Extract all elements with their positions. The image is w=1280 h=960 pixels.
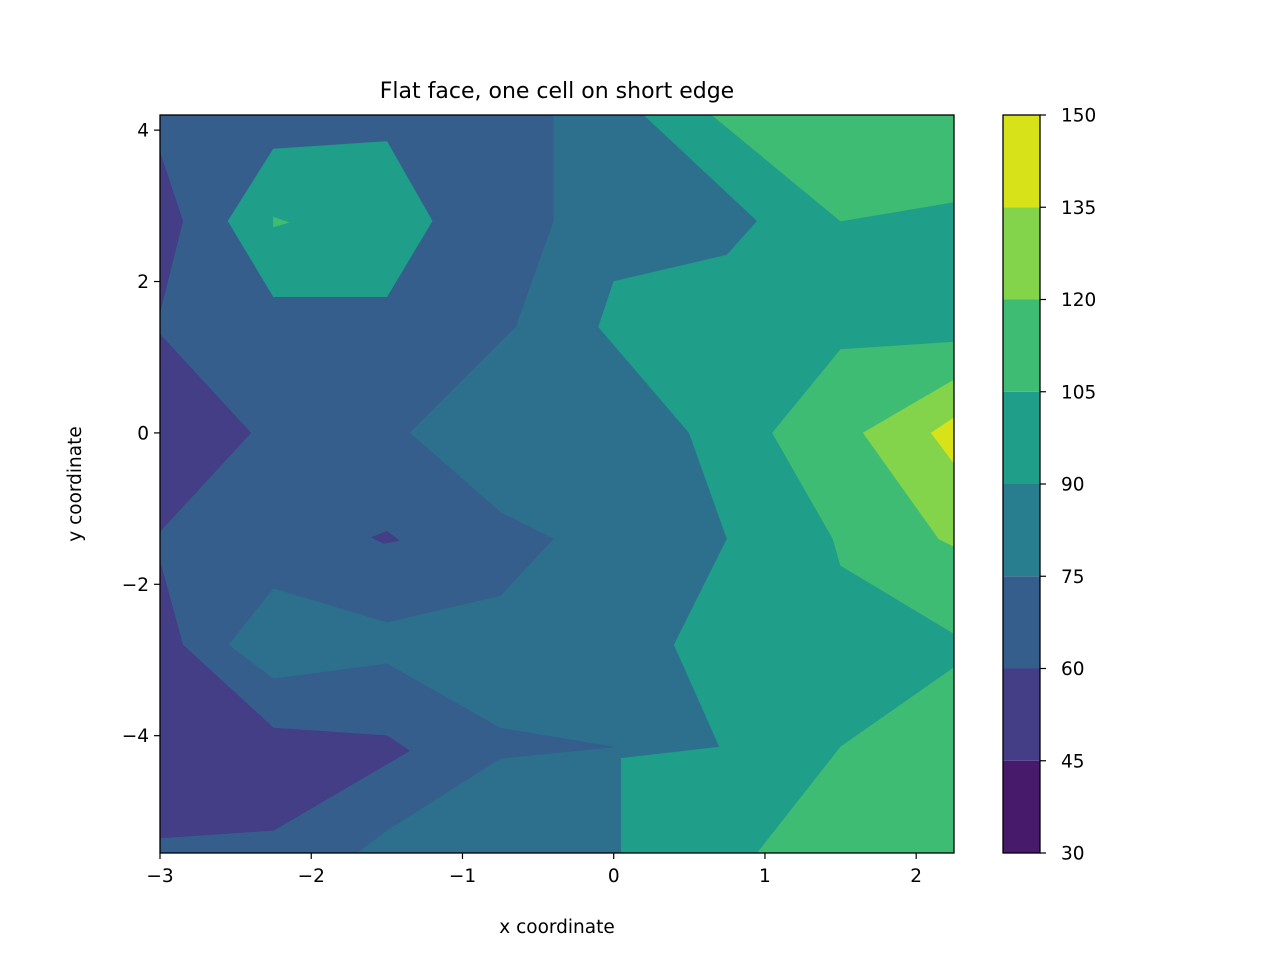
x-tick-label: −1 — [449, 866, 476, 887]
x-axis-ticks: −3 −2 −1 0 1 2 — [146, 853, 922, 887]
colorbar-band — [1003, 576, 1040, 669]
colorbar-band — [1003, 760, 1040, 853]
contour-region-8 — [273, 216, 290, 228]
colorbar-tick-label: 105 — [1061, 382, 1096, 403]
contour-region-12 — [160, 561, 411, 839]
colorbar-tick-label: 60 — [1061, 659, 1085, 680]
contour-region-9 — [160, 152, 184, 312]
colorbar-tick-label: 150 — [1061, 106, 1096, 127]
plot-area — [159, 114, 955, 854]
plot-frame — [159, 114, 955, 854]
x-axis-label: x coordinate — [499, 917, 615, 938]
chart-title: Flat face, one cell on short edge — [380, 79, 734, 104]
colorbar-band — [1003, 115, 1040, 208]
colorbar-band — [1003, 484, 1040, 577]
contour-region-0 — [160, 115, 614, 853]
y-axis-label: y coordinate — [65, 426, 86, 542]
colorbar-tick-label: 75 — [1061, 567, 1085, 588]
y-tick-label: −2 — [122, 575, 149, 596]
colorbar-band — [1003, 391, 1040, 484]
colorbar-band — [1003, 668, 1040, 761]
contour-region-5 — [757, 667, 954, 853]
colorbar-bands — [1003, 115, 1040, 853]
x-tick-label: −2 — [298, 866, 325, 887]
colorbar-tick-label: 90 — [1061, 475, 1085, 496]
colorbar-band — [1003, 299, 1040, 392]
contour-region-1 — [598, 115, 954, 853]
y-tick-label: 0 — [137, 423, 149, 444]
colorbar-tick-label: 45 — [1061, 751, 1085, 772]
x-tick-label: −3 — [146, 866, 173, 887]
contour-region-7 — [930, 417, 954, 464]
colorbar: 30 45 60 75 90 105 120 135 150 — [1002, 106, 1096, 865]
colorbar-tick-label: 135 — [1061, 198, 1096, 219]
contour-region-2 — [227, 141, 433, 298]
contour-region-10 — [160, 334, 252, 532]
y-tick-label: 4 — [137, 121, 149, 142]
colorbar-tick-label: 120 — [1061, 290, 1096, 311]
contour-region-3 — [711, 115, 954, 222]
contour-region-11 — [370, 530, 400, 544]
x-tick-label: 2 — [910, 866, 922, 887]
x-tick-label: 1 — [759, 866, 771, 887]
contour-regions — [160, 115, 954, 853]
colorbar-ticks: 30 45 60 75 90 105 120 135 150 — [1040, 106, 1096, 865]
x-tick-label: 0 — [608, 866, 620, 887]
y-tick-label: −4 — [122, 726, 149, 747]
contour-region-6 — [862, 379, 954, 547]
y-tick-label: 2 — [137, 272, 149, 293]
colorbar-tick-label: 30 — [1061, 844, 1085, 865]
y-axis-ticks: −4 −2 0 2 4 — [122, 121, 160, 747]
colorbar-band — [1003, 207, 1040, 300]
